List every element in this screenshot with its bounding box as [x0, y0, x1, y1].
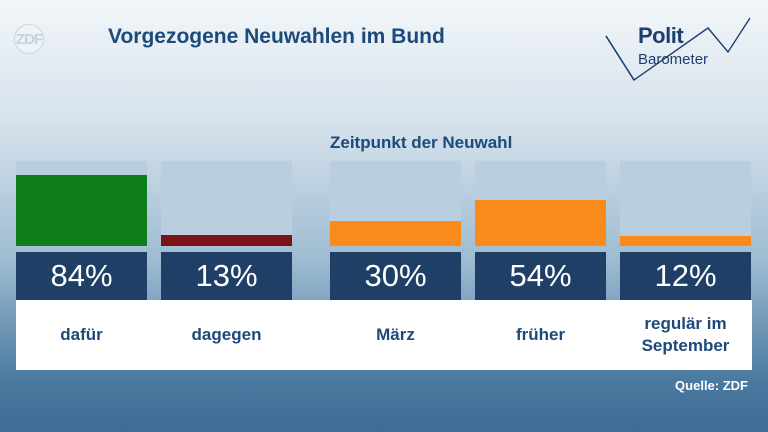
zdf-logo: ZDF: [14, 24, 88, 54]
category-label-panel: [16, 300, 752, 370]
value-label-frueher: 54%: [475, 252, 606, 300]
bar-track-dagegen: [161, 161, 292, 246]
politbarometer-logo: Polit Barometer: [604, 14, 754, 84]
bar-dafuer: [16, 174, 147, 246]
category-label-dagegen: dagegen: [191, 325, 262, 344]
chart-title: Vorgezogene Neuwahlen im Bund: [108, 25, 445, 48]
category-label-frueher: früher: [515, 325, 566, 344]
bar-track-maerz: [330, 161, 461, 246]
category-label-september: regulär im September: [641, 314, 730, 355]
bar-dagegen: [161, 234, 292, 246]
bar-september: [620, 235, 751, 246]
value-label-dagegen: 13%: [161, 252, 292, 300]
group-title-zeitpunkt: Zeitpunkt der Neuwahl: [330, 133, 513, 152]
bar-track-september: [620, 161, 751, 246]
politbarometer-line2: Barometer: [638, 51, 709, 68]
politbarometer-line1: Polit: [638, 23, 684, 48]
category-label-maerz: März: [376, 325, 415, 344]
bar-maerz: [330, 220, 461, 246]
zdf-logo-icon: ZDF: [14, 24, 44, 54]
bar-track-dafuer: [16, 161, 147, 246]
zdf-logo-text: ZDF: [15, 30, 43, 48]
value-label-maerz: 30%: [330, 252, 461, 300]
category-label-dafuer: dafür: [60, 325, 103, 344]
bar-track-frueher: [475, 161, 606, 246]
source-note: Quelle: ZDF: [675, 378, 748, 393]
politbarometer-zigzag-icon: [605, 17, 751, 81]
value-label-september: 12%: [620, 252, 751, 300]
value-label-dafuer: 84%: [16, 252, 147, 300]
bar-frueher: [475, 200, 606, 246]
